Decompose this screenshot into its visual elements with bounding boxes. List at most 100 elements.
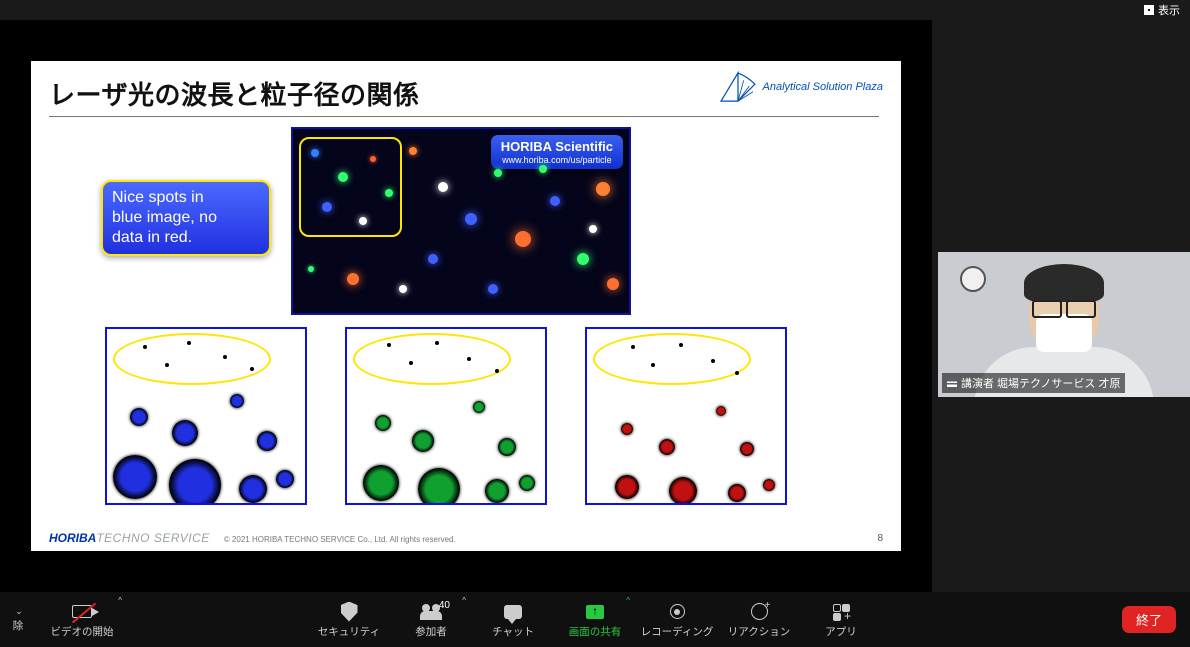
particle-dot	[322, 202, 332, 212]
large-spot	[615, 475, 639, 499]
large-spot	[669, 477, 697, 505]
particle-dot	[607, 278, 619, 290]
small-spot	[143, 345, 147, 349]
toolbar-label: ビデオの開始	[51, 624, 114, 639]
large-spot	[485, 479, 509, 503]
chat-icon	[504, 605, 522, 619]
large-spot	[498, 438, 516, 456]
particle-panel	[345, 327, 547, 505]
small-spot	[223, 355, 227, 359]
large-spot	[621, 423, 633, 435]
toolbar-remove[interactable]: ⌄ 除	[0, 592, 36, 647]
footer-brand: HORIBATECHNO SERVICE	[49, 531, 210, 545]
large-spot	[659, 439, 675, 455]
horiba-badge: HORIBA Scientific www.horiba.com/us/part…	[491, 135, 623, 169]
title-divider	[49, 116, 879, 117]
particle-dot	[370, 156, 376, 162]
toolbar-label: 除	[13, 618, 24, 633]
share-screen-button[interactable]: ^ 画面の共有	[554, 592, 636, 647]
particle-dot	[589, 225, 597, 233]
small-spot	[467, 357, 471, 361]
logo-icon	[719, 71, 757, 103]
particle-dot	[338, 172, 348, 182]
apps-icon	[833, 604, 849, 620]
callout-line: blue image, no	[112, 208, 260, 228]
large-spot	[412, 430, 434, 452]
view-mode-button[interactable]: 表示	[1144, 2, 1180, 18]
small-spot	[679, 343, 683, 347]
particle-dot	[308, 266, 314, 272]
slide-logo: Analytical Solution Plaza	[719, 71, 883, 103]
avatar	[1024, 264, 1104, 302]
share-screen-icon	[586, 605, 604, 619]
toolbar-label: チャット	[492, 624, 534, 639]
large-spot	[375, 415, 391, 431]
webcam-name-label: 講演者 堀場テクノサービス 才原	[942, 373, 1125, 393]
large-spot	[519, 475, 535, 491]
small-spot	[735, 371, 739, 375]
particle-dot	[465, 213, 477, 225]
callout-box: Nice spots in blue image, no data in red…	[101, 180, 271, 256]
large-spot	[239, 475, 267, 503]
record-icon	[670, 604, 685, 619]
small-spot	[387, 343, 391, 347]
large-spot	[728, 484, 746, 502]
small-spot	[187, 341, 191, 345]
large-spot	[716, 406, 726, 416]
small-spot	[651, 363, 655, 367]
particle-dot	[596, 182, 610, 196]
particle-dot	[539, 165, 547, 173]
reaction-icon	[751, 603, 768, 620]
small-spot	[409, 361, 413, 365]
highlight-ellipse	[353, 333, 511, 385]
large-spot	[113, 455, 157, 499]
video-off-icon	[72, 605, 92, 618]
particle-dot	[488, 284, 498, 294]
presenter-webcam[interactable]: 講演者 堀場テクノサービス 才原	[938, 252, 1190, 397]
panel-row	[105, 327, 787, 505]
large-spot	[418, 468, 460, 505]
reactions-button[interactable]: リアクション	[718, 592, 800, 647]
toolbar-label: セキュリティ	[318, 624, 380, 639]
large-spot	[276, 470, 294, 488]
large-spot	[763, 479, 775, 491]
particle-dot	[515, 231, 531, 247]
apps-button[interactable]: アプリ	[800, 592, 882, 647]
particle-dot	[438, 182, 448, 192]
particle-dot	[409, 147, 417, 155]
end-meeting-button[interactable]: 終了	[1122, 606, 1176, 633]
chevron-down-icon: ⌄	[15, 606, 23, 617]
small-spot	[711, 359, 715, 363]
toolbar-label: レコーディング	[641, 624, 714, 639]
small-spot	[250, 367, 254, 371]
small-spot	[165, 363, 169, 367]
highlight-ellipse	[113, 333, 271, 385]
slide-footer: HORIBATECHNO SERVICE © 2021 HORIBA TECHN…	[49, 531, 883, 545]
chat-button[interactable]: チャット	[472, 592, 554, 647]
footer-copyright: © 2021 HORIBA TECHNO SERVICE Co., Ltd. A…	[224, 535, 456, 544]
security-button[interactable]: セキュリティ	[308, 592, 390, 647]
recording-button[interactable]: レコーディング	[636, 592, 718, 647]
view-mode-label: 表示	[1158, 2, 1180, 18]
chevron-up-icon: ^	[462, 596, 466, 605]
particle-dot	[359, 217, 367, 225]
large-spot	[257, 431, 277, 451]
large-spot	[363, 465, 399, 501]
callout-line: data in red.	[112, 228, 260, 248]
particle-dot	[550, 196, 560, 206]
start-video-button[interactable]: ^ ビデオの開始	[36, 592, 128, 647]
logo-text: Analytical Solution Plaza	[763, 81, 883, 93]
badge-url: www.horiba.com/us/particle	[501, 155, 613, 166]
toolbar-label: 参加者	[415, 624, 447, 639]
callout-line: Nice spots in	[112, 188, 260, 208]
chevron-up-icon: ^	[626, 596, 630, 605]
large-spot	[172, 420, 198, 446]
large-spot	[740, 442, 754, 456]
participants-button[interactable]: ^ 40 参加者	[390, 592, 472, 647]
small-spot	[435, 341, 439, 345]
presentation-slide: レーザ光の波長と粒子径の関係 Analytical Solution Plaza…	[31, 61, 901, 551]
particle-dot	[385, 189, 393, 197]
wall-clock-icon	[960, 266, 986, 292]
participant-count: 40	[439, 600, 450, 611]
toolbar-label: 画面の共有	[569, 624, 622, 639]
